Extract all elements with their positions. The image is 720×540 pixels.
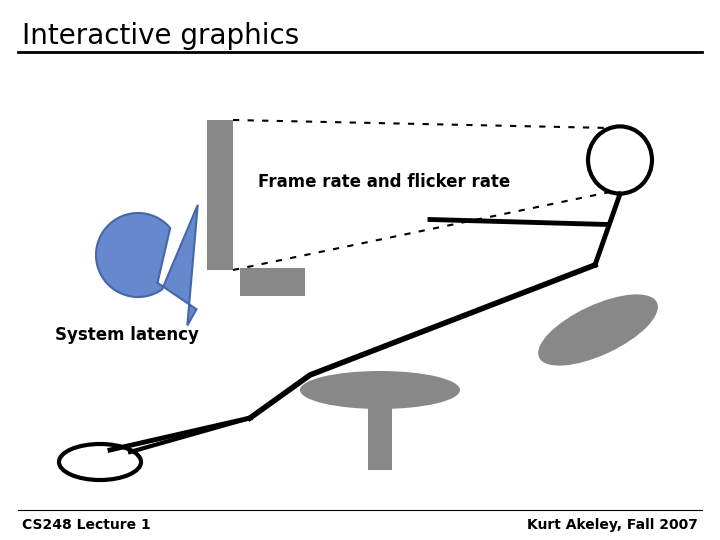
- Bar: [368, 390, 392, 470]
- Bar: [240, 268, 305, 296]
- Polygon shape: [96, 205, 198, 326]
- Ellipse shape: [538, 294, 658, 366]
- Text: Kurt Akeley, Fall 2007: Kurt Akeley, Fall 2007: [527, 518, 698, 532]
- Text: CS248 Lecture 1: CS248 Lecture 1: [22, 518, 150, 532]
- Text: Interactive graphics: Interactive graphics: [22, 22, 300, 50]
- Ellipse shape: [300, 371, 460, 409]
- Text: Frame rate and flicker rate: Frame rate and flicker rate: [258, 173, 510, 191]
- Bar: [207, 120, 233, 270]
- Text: System latency: System latency: [55, 326, 199, 344]
